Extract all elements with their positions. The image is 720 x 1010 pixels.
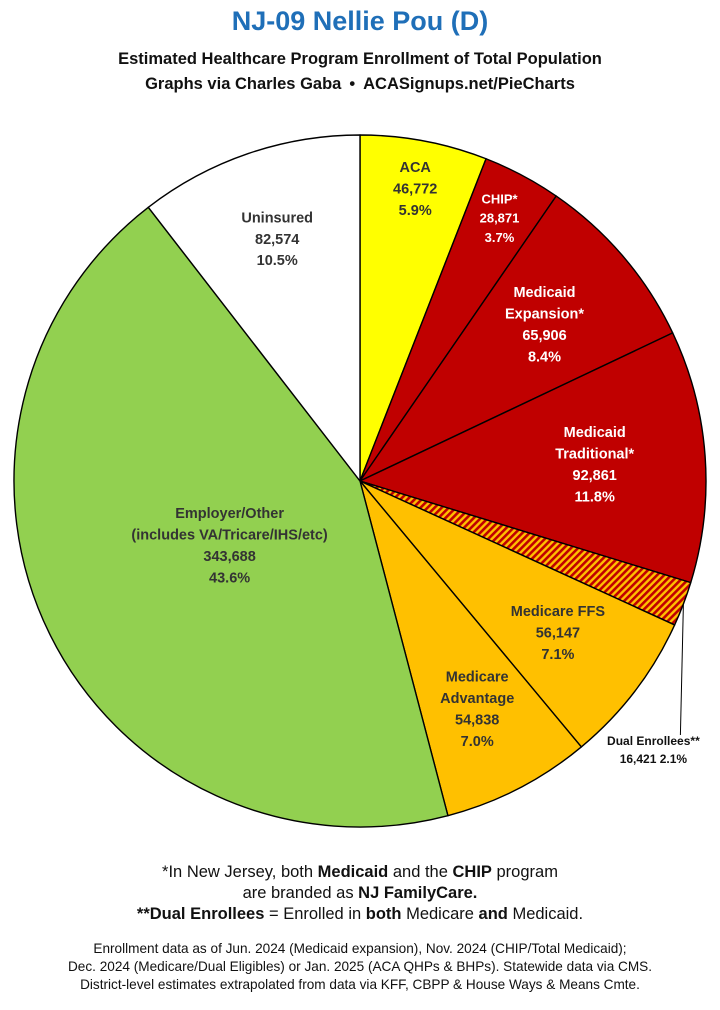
slice-label-medicare-ffs: Medicare FFS 56,147 7.1%	[511, 604, 606, 663]
slice-label-aca: ACA 46,772 5.9%	[393, 160, 437, 219]
source-line-1: Enrollment data as of Jun. 2024 (Medicai…	[93, 941, 627, 956]
chart-title: NJ-09 Nellie Pou (D)	[231, 6, 489, 36]
source-line-2: Dec. 2024 (Medicare/Dual Eligibles) or J…	[67, 959, 653, 974]
footnote-line-2: are branded as NJ FamilyCare.	[242, 884, 478, 902]
source-notes: Enrollment data as of Jun. 2024 (Medicai…	[0, 940, 720, 994]
dual-enrollees-leader-line	[679, 603, 684, 736]
chart-subtitle: Estimated Healthcare Program Enrollment …	[118, 50, 602, 68]
slice-label-medicare-advantage: Medicare Advantage 54,838 7.0%	[440, 670, 514, 750]
pie-slice-uninsured	[147, 134, 361, 482]
pie-slice-medicaid-traditional	[359, 332, 707, 584]
slice-label-employer-other-includes-va-tricare-ihs-etc: Employer/Other (includes VA/Tricare/IHS/e…	[131, 506, 328, 586]
source-line-3: District-level estimates extrapolated fr…	[80, 977, 640, 992]
pie-slice-employer-other-includes-va-tricare-ihs-etc	[13, 206, 449, 828]
footnote-line-1: *In New Jersey, both Medicaid and the CH…	[162, 863, 558, 881]
credit-text: Graphs via Charles Gaba	[145, 75, 342, 93]
footnote-line-3: **Dual Enrollees = Enrolled in both Medi…	[136, 905, 584, 923]
slice-label-medicaid-expansion: Medicaid Expansion* 65,906 8.4%	[505, 285, 584, 365]
footnote-block: *In New Jersey, both Medicaid and the CH…	[0, 862, 720, 925]
pie-slice-medicaid-expansion	[359, 195, 674, 482]
pie-slice-medicare-advantage	[359, 480, 583, 817]
chart-credit-line: Graphs via Charles Gaba • ACASignups.net/P…	[0, 75, 720, 94]
separator-bullet: •	[349, 75, 356, 93]
slice-label-medicaid-traditional: Medicaid Traditional* 92,861 11.8%	[555, 425, 634, 505]
slice-label-chip: CHIP* 28,871 3.7%	[480, 192, 520, 246]
pie-chart: ACA 46,772 5.9% CHIP* 28,871 3.7% Medicaid Expa…	[13, 134, 707, 828]
slice-label-dual-enrollees: Dual Enrollees** 16,421 2.1%	[607, 734, 700, 766]
pie-slice-aca	[359, 134, 487, 482]
pie-slice-medicare-ffs	[359, 480, 676, 748]
site-link[interactable]: ACASignups.net/PieCharts	[363, 75, 575, 93]
slice-label-uninsured: Uninsured 82,574 10.5%	[241, 210, 313, 269]
